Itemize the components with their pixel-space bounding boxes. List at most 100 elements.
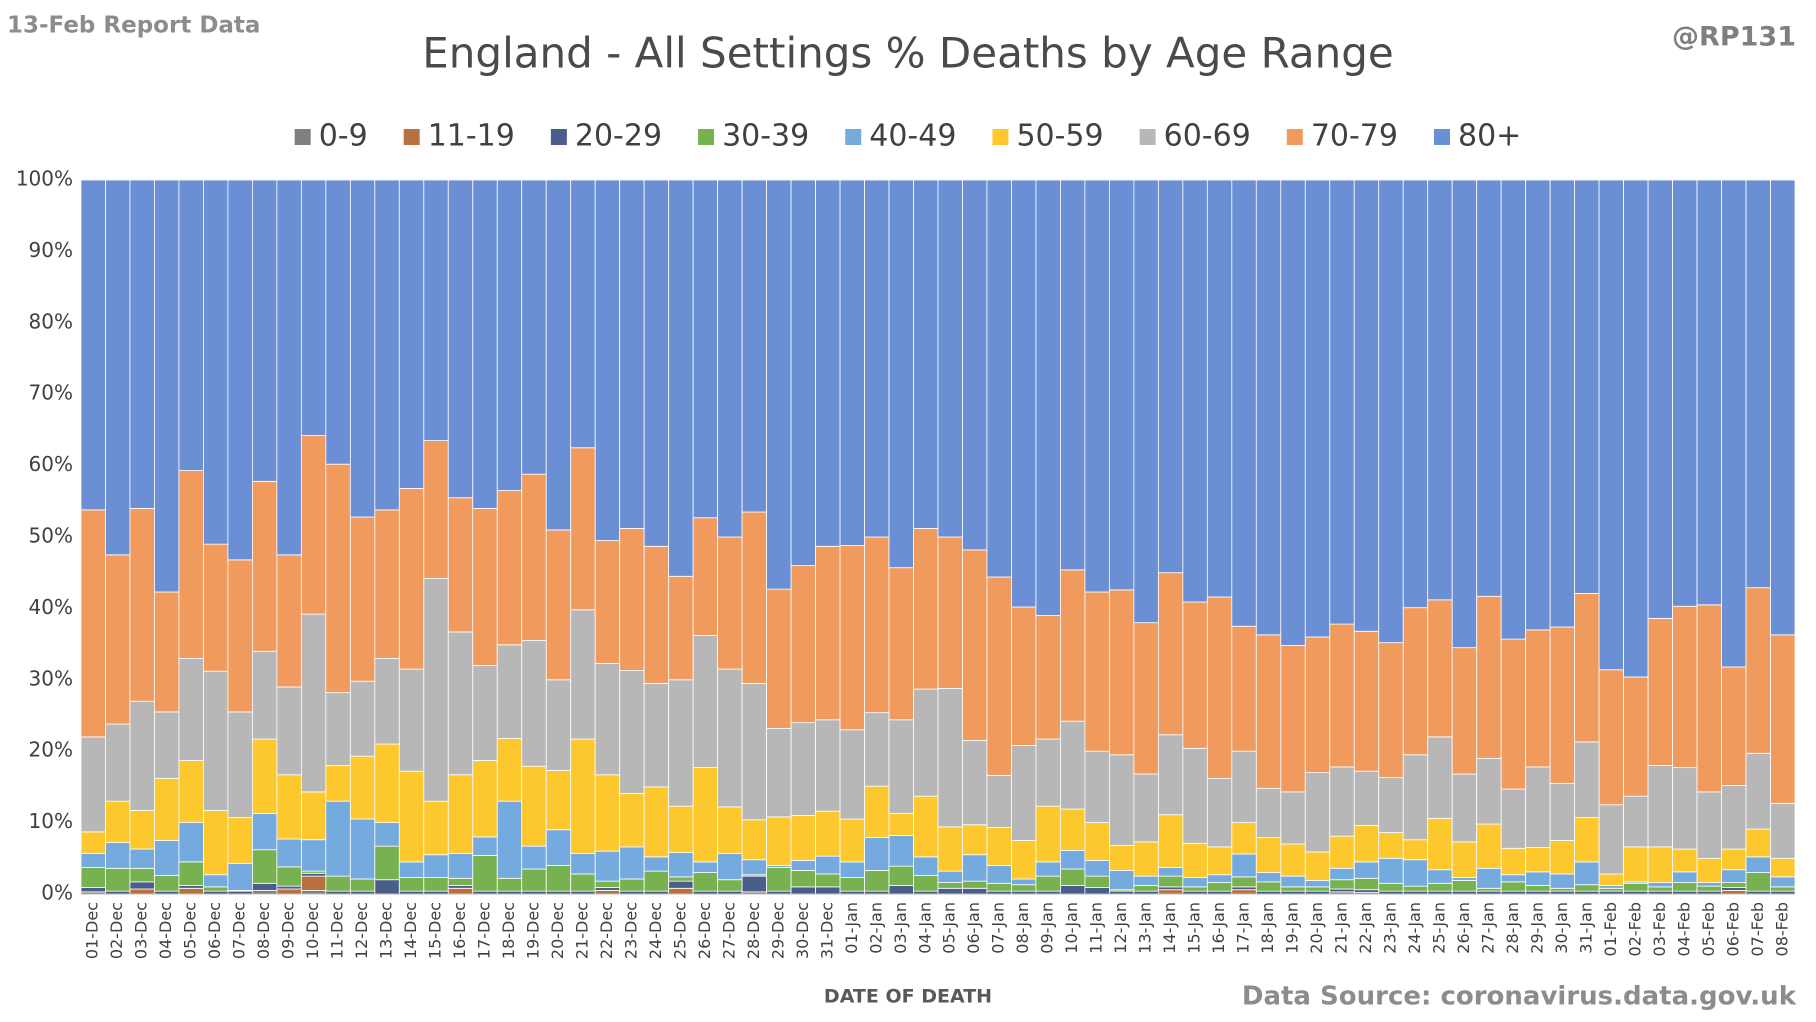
bar-segment (1060, 885, 1086, 895)
bar-segment (1378, 857, 1404, 884)
bar-segment (374, 879, 400, 895)
bar-segment (300, 875, 327, 891)
bar-segment (1672, 848, 1698, 873)
bar-segment (1206, 777, 1233, 848)
bar-segment (251, 812, 278, 851)
bar-segment (423, 578, 449, 802)
y-tick-label: 40% (29, 595, 73, 619)
bar-segment (1353, 630, 1380, 772)
bar-segment (349, 878, 376, 892)
x-tick-label: 04-Jan (915, 902, 934, 954)
bar-segment (178, 760, 204, 823)
bar-segment (1280, 791, 1306, 845)
bar-segment (1182, 886, 1208, 892)
bar-segment (398, 861, 425, 878)
bar-segment (1353, 179, 1380, 632)
bar-segment (325, 463, 351, 694)
y-tick-label: 20% (29, 738, 73, 762)
bar-segment (692, 872, 719, 892)
bar-segment (374, 822, 400, 847)
x-tick-label: 10-Jan (1062, 902, 1081, 954)
bar-segment (1255, 837, 1282, 873)
bar-segment (154, 591, 180, 713)
bar-segment (447, 887, 474, 895)
bar-segment (1182, 747, 1208, 844)
bar-segment (1255, 634, 1282, 789)
bar-segment (1721, 882, 1747, 888)
x-tick-label: 09-Jan (1038, 902, 1057, 954)
bar-segment (815, 719, 841, 812)
x-tick-label: 07-Feb (1748, 902, 1767, 956)
bar-segment (1035, 738, 1061, 807)
bar-segment (1133, 773, 1159, 843)
bar-segment (594, 179, 621, 541)
bar-segment (815, 855, 841, 875)
bar-segment (1598, 804, 1624, 875)
x-tick-label: 20-Jan (1307, 902, 1326, 954)
bar-segment (962, 854, 988, 882)
x-tick-label: 19-Dec (523, 902, 542, 959)
bar-segment (1451, 877, 1478, 881)
bar-segment (496, 179, 523, 491)
y-tick-label: 90% (29, 238, 73, 262)
x-tick-label: 22-Dec (597, 902, 616, 959)
bar-segment (717, 668, 743, 808)
bar-segment (1770, 876, 1796, 888)
bar-segment (1060, 850, 1086, 870)
x-tick-label: 28-Dec (744, 902, 763, 959)
bar-segment (668, 805, 694, 853)
bar-segment (913, 856, 939, 876)
bar-segment (154, 711, 180, 779)
legend: 0-9 11-19 20-29 30-39 40-49 50-59 60-69 70-79 80… (294, 119, 1521, 154)
bar-segment (1427, 599, 1453, 738)
bar-segment (472, 855, 498, 892)
y-tick-label: 10% (29, 809, 73, 833)
bar-segment (1329, 179, 1355, 625)
bar-segment (227, 179, 253, 561)
bar-segment (496, 490, 523, 646)
bar-segment (178, 887, 204, 895)
bar-segment (423, 800, 449, 856)
bar-segment (1574, 593, 1600, 743)
bar-segment (1378, 777, 1404, 833)
bar-segment (276, 686, 302, 776)
bar-segment (105, 867, 131, 892)
bar-segment (178, 861, 204, 886)
x-tick-label: 02-Feb (1625, 902, 1644, 956)
x-tick-label: 08-Feb (1772, 902, 1791, 956)
bar-segment (1084, 750, 1110, 824)
bar-segment (447, 179, 474, 499)
bar-segment (1549, 873, 1576, 889)
bar-segment (1011, 606, 1037, 746)
bar-segment (570, 873, 596, 892)
x-tick-label: 02-Dec (107, 902, 126, 959)
bar-segment (1157, 889, 1184, 895)
bar-segment (1598, 669, 1624, 806)
bar-segment (251, 179, 278, 482)
bar-segment (1133, 841, 1159, 877)
bar-segment (227, 817, 253, 864)
bar-segment (766, 727, 792, 818)
bar-segment (766, 816, 792, 866)
bar-segment (1231, 822, 1257, 855)
x-tick-label: 07-Dec (230, 902, 249, 959)
bar-segment (374, 509, 400, 659)
bar-segment (1378, 882, 1404, 892)
bar-segment (962, 880, 988, 889)
bar-segment (1451, 773, 1478, 843)
x-tick-label: 22-Jan (1356, 902, 1375, 954)
bar-segment (129, 867, 155, 883)
bar-segment (105, 179, 131, 556)
bar-segment (545, 529, 572, 681)
legend-swatch (294, 129, 311, 145)
bar-segment (1476, 595, 1502, 759)
bar-segment (1647, 617, 1673, 766)
bar-segment (447, 877, 474, 886)
bar-segment (521, 179, 547, 475)
bar-segment (962, 179, 988, 551)
bar-segment (1255, 881, 1282, 892)
bar-segment (349, 818, 376, 880)
bar-segment (276, 866, 302, 887)
legend-swatch (1286, 129, 1303, 145)
bar-segment (692, 861, 719, 873)
